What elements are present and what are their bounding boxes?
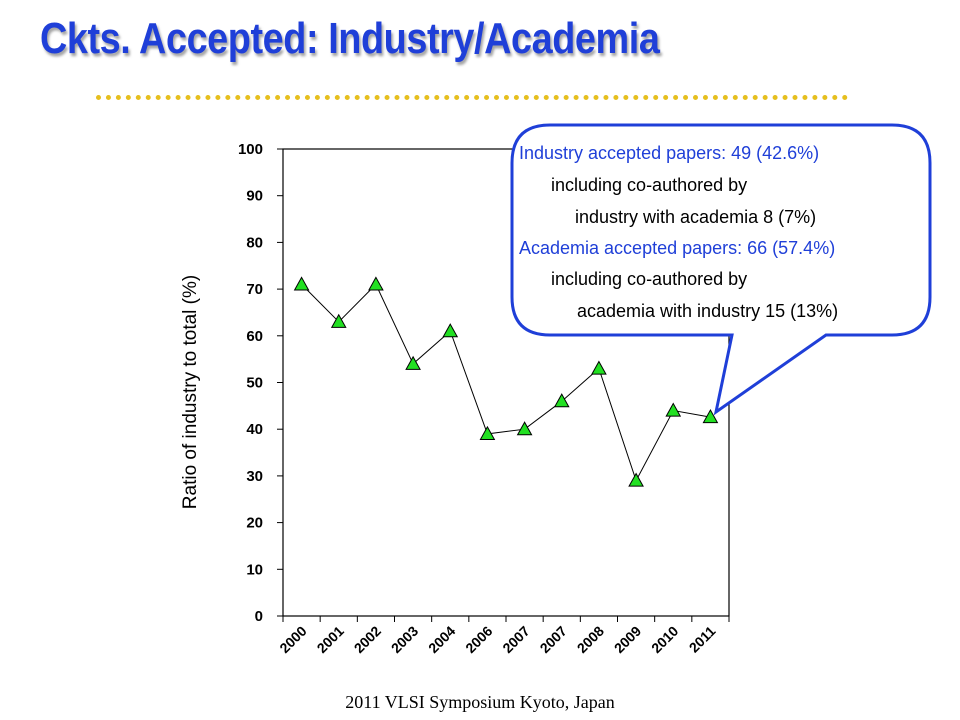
- callout-detail-line: industry with academia 8 (7%): [575, 207, 816, 227]
- data-point: [293, 276, 310, 291]
- x-tick-label: 2001: [314, 623, 347, 656]
- y-tick-label: 80: [246, 234, 263, 251]
- x-tick-label: 2000: [276, 623, 309, 656]
- x-tick-label: 2007: [499, 623, 532, 656]
- y-tick-label: 10: [246, 561, 263, 578]
- y-tick-label: 30: [246, 468, 263, 485]
- data-point: [330, 313, 347, 328]
- x-tick-labels: 2000 2001 2002 2003 2004 2006 2007 2007 2008 2009…: [276, 623, 718, 656]
- data-point: [591, 360, 607, 375]
- x-tick-label: 2011: [686, 623, 719, 656]
- y-tick-label: 50: [246, 375, 263, 392]
- x-tick-label: 2009: [611, 623, 644, 656]
- data-point: [553, 393, 570, 408]
- series-industry-ratio: [293, 276, 719, 487]
- data-point: [702, 409, 719, 424]
- y-axis-label: Ratio of industry to total (%): [180, 275, 201, 509]
- data-point: [405, 355, 421, 370]
- x-tick-label: 2010: [648, 623, 681, 656]
- data-point: [479, 425, 496, 440]
- y-tick-label: 100: [238, 141, 263, 158]
- x-tick-label: 2006: [462, 623, 495, 656]
- y-tick-label: 90: [246, 188, 263, 205]
- page-title: Ckts. Accepted: Industry/Academia: [40, 14, 660, 63]
- y-tick-label: 60: [246, 328, 263, 345]
- callout-heading-line: Academia accepted papers: 66 (57.4%): [519, 238, 835, 258]
- callout-detail-line: including co-authored by: [551, 269, 747, 289]
- callout-bubble: [510, 123, 932, 416]
- title-divider: [96, 95, 848, 100]
- data-point: [442, 323, 459, 338]
- y-tick-label: 70: [246, 281, 263, 298]
- x-tick-label: 2003: [388, 623, 421, 656]
- data-point: [516, 421, 533, 436]
- y-tick-label: 40: [246, 421, 263, 438]
- callout-box: Industry accepted papers: 49 (42.6%) incl…: [510, 123, 932, 416]
- callout-detail-line: including co-authored by: [551, 175, 747, 195]
- y-tick-label: 20: [246, 515, 263, 532]
- x-tick-label: 2002: [351, 623, 384, 656]
- callout-detail-line: academia with industry 15 (13%): [577, 301, 838, 321]
- data-point: [665, 402, 682, 417]
- x-tick-label: 2004: [425, 623, 458, 656]
- x-tick-label: 2007: [537, 623, 570, 656]
- y-tick-labels: 0 10 20 30 40 50 60 70 80 90 100: [238, 141, 263, 625]
- x-tick-label: 2008: [574, 623, 607, 656]
- series-line: [301, 283, 711, 482]
- data-point: [628, 472, 644, 487]
- y-tick-label: 0: [255, 608, 263, 625]
- data-point: [368, 276, 384, 291]
- callout-heading-line: Industry accepted papers: 49 (42.6%): [519, 143, 819, 163]
- footer-text: 2011 VLSI Symposium Kyoto, Japan: [345, 692, 615, 712]
